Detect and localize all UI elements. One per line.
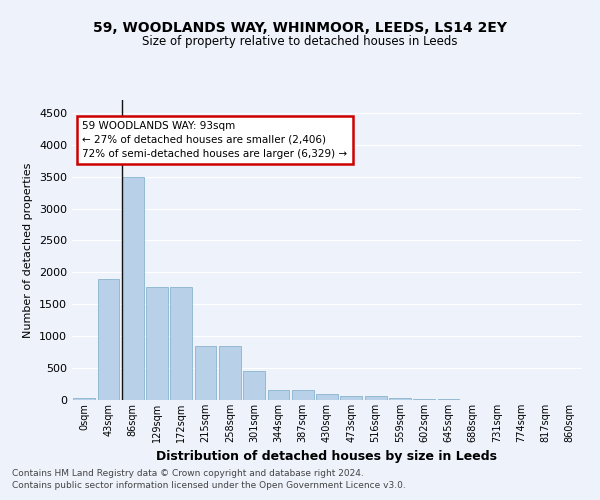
Bar [268, 390, 289, 400]
Bar [243, 372, 265, 400]
Bar [146, 286, 168, 400]
Bar [413, 398, 435, 400]
Text: 59, WOODLANDS WAY, WHINMOOR, LEEDS, LS14 2EY: 59, WOODLANDS WAY, WHINMOOR, LEEDS, LS14… [93, 20, 507, 34]
Bar [194, 346, 217, 400]
Bar [170, 286, 192, 400]
Bar [389, 398, 411, 400]
X-axis label: Distribution of detached houses by size in Leeds: Distribution of detached houses by size … [157, 450, 497, 464]
Bar [365, 396, 386, 400]
Bar [292, 390, 314, 400]
Text: 59 WOODLANDS WAY: 93sqm
← 27% of detached houses are smaller (2,406)
72% of semi: 59 WOODLANDS WAY: 93sqm ← 27% of detache… [82, 121, 347, 159]
Bar [97, 278, 119, 400]
Text: Size of property relative to detached houses in Leeds: Size of property relative to detached ho… [142, 34, 458, 48]
Bar [340, 396, 362, 400]
Bar [73, 398, 95, 400]
Bar [316, 394, 338, 400]
Text: Contains public sector information licensed under the Open Government Licence v3: Contains public sector information licen… [12, 480, 406, 490]
Y-axis label: Number of detached properties: Number of detached properties [23, 162, 34, 338]
Bar [122, 176, 143, 400]
Bar [219, 346, 241, 400]
Text: Contains HM Land Registry data © Crown copyright and database right 2024.: Contains HM Land Registry data © Crown c… [12, 470, 364, 478]
